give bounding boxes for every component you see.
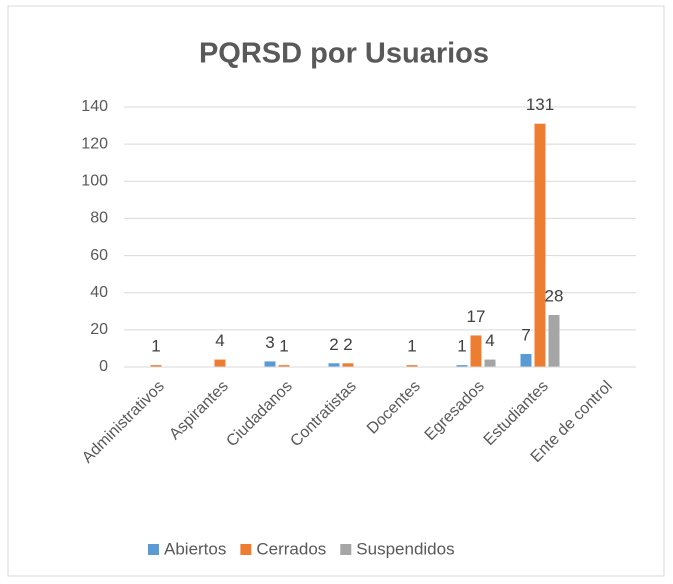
data-label: 1 [279,337,288,356]
y-tick-label: 40 [90,284,108,301]
bar [520,354,532,367]
y-tick-label: 60 [90,247,108,264]
bar [264,361,276,367]
legend-swatch [340,544,352,555]
bar [406,365,418,367]
y-tick-label: 0 [99,358,108,375]
data-label: 7 [521,325,530,344]
y-tick-label: 80 [90,210,108,227]
bar [548,315,560,367]
legend-label: Abiertos [164,539,226,558]
bar [278,365,290,367]
chart-border [7,5,665,577]
data-label: 4 [485,331,494,350]
chart-title: PQRSD por Usuarios [199,38,489,70]
data-label: 3 [265,333,274,352]
legend-swatch [148,544,159,555]
data-label: 2 [329,335,338,354]
y-tick-label: 140 [81,98,108,115]
data-label: 28 [545,286,564,305]
bar [534,123,546,367]
bar [214,359,226,367]
data-label: 131 [526,95,554,114]
data-label: 1 [407,337,416,356]
legend-label: Cerrados [256,539,326,558]
bar [470,335,482,367]
bar [328,363,340,367]
legend-swatch [240,544,252,555]
bar [150,365,162,367]
legend-label: Suspendidos [356,539,454,558]
y-tick-label: 120 [81,135,108,152]
data-label: 4 [215,331,224,350]
data-label: 2 [343,335,352,354]
y-tick-label: 100 [81,173,108,190]
bar [484,359,496,367]
bar [456,365,468,367]
data-label: 1 [151,337,160,356]
bar [342,363,354,367]
data-label: 1 [457,337,466,356]
data-label: 17 [467,307,486,326]
y-tick-label: 20 [90,321,108,338]
